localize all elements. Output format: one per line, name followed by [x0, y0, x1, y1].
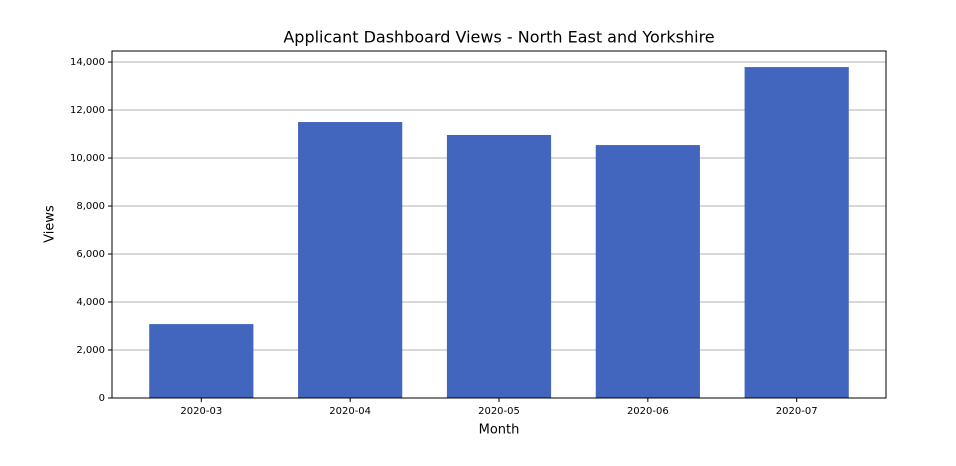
- bar: [744, 67, 849, 398]
- x-axis-label: Month: [479, 423, 520, 438]
- bar: [149, 324, 254, 398]
- y-tick-label: 2,000: [76, 345, 105, 356]
- y-tick-label: 6,000: [76, 249, 105, 260]
- bar: [298, 122, 403, 399]
- y-tick-label: 10,000: [70, 153, 105, 164]
- y-axis-label: Views: [43, 205, 58, 243]
- chart-title: Applicant Dashboard Views - North East a…: [283, 28, 714, 47]
- x-tick-label: 2020-05: [478, 406, 520, 417]
- y-tick-label: 8,000: [76, 201, 105, 212]
- bar: [446, 134, 552, 399]
- y-tick-label: 14,000: [70, 57, 105, 68]
- x-tick-label: 2020-04: [329, 406, 371, 417]
- x-tick-label: 2020-06: [627, 406, 669, 417]
- x-tick-label: 2020-03: [180, 406, 222, 417]
- plot-frame: [111, 50, 887, 399]
- bar: [595, 145, 700, 398]
- y-tick-label: 0: [99, 393, 105, 404]
- y-tick-label: 4,000: [76, 297, 105, 308]
- y-tick-label: 12,000: [70, 105, 105, 116]
- x-tick-label: 2020-07: [776, 406, 818, 417]
